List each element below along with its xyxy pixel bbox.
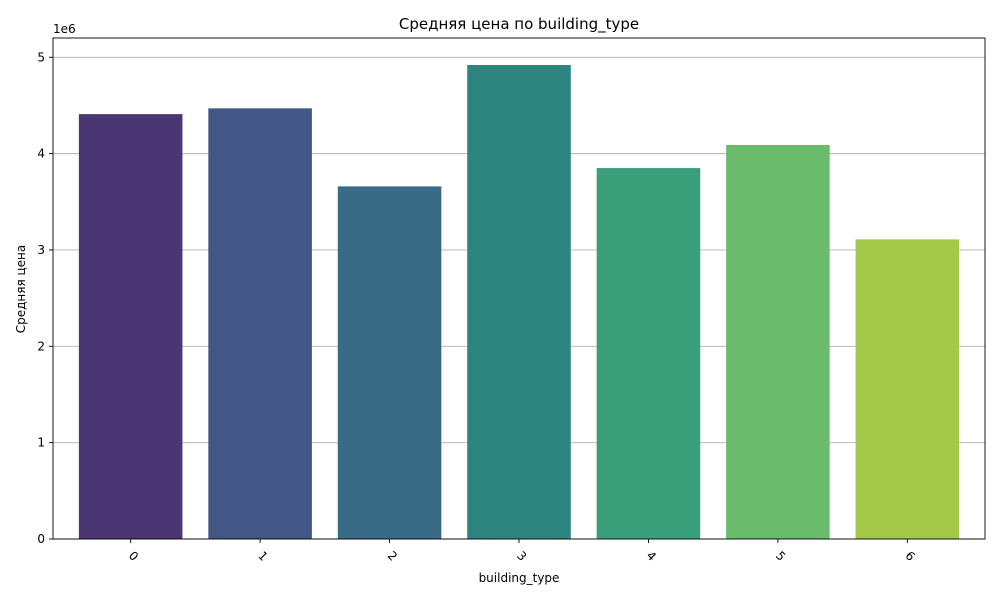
- y-tick-label: 3: [37, 243, 45, 257]
- x-tick-label: 0: [126, 549, 141, 564]
- x-tick-label: 5: [773, 549, 788, 564]
- x-tick-label: 1: [255, 549, 270, 564]
- chart-title: Средняя цена по building_type: [399, 15, 639, 34]
- y-tick-label: 5: [37, 50, 45, 64]
- x-tick-label: 6: [903, 549, 918, 564]
- bar-0: [78, 114, 183, 539]
- x-tick-label: 2: [385, 549, 400, 564]
- y-tick-label: 1: [37, 436, 45, 450]
- x-tick-label: 3: [514, 549, 529, 564]
- x-axis-label: building_type: [479, 571, 560, 585]
- bar-3: [467, 64, 571, 539]
- bar-5: [726, 144, 830, 540]
- y-tick-label: 4: [37, 147, 45, 161]
- bar-6: [855, 239, 960, 539]
- y-offset-label: 1e6: [53, 22, 76, 36]
- bar-2: [337, 186, 442, 539]
- bar-4: [596, 168, 701, 539]
- bar-1: [208, 108, 312, 539]
- bars-layer: [78, 64, 960, 540]
- plot-frame: [52, 37, 986, 540]
- y-tick-label: 2: [37, 339, 45, 353]
- y-tick-label: 0: [37, 532, 45, 546]
- y-axis-label: Средняя цена: [14, 245, 28, 334]
- x-tick-label: 4: [644, 549, 659, 564]
